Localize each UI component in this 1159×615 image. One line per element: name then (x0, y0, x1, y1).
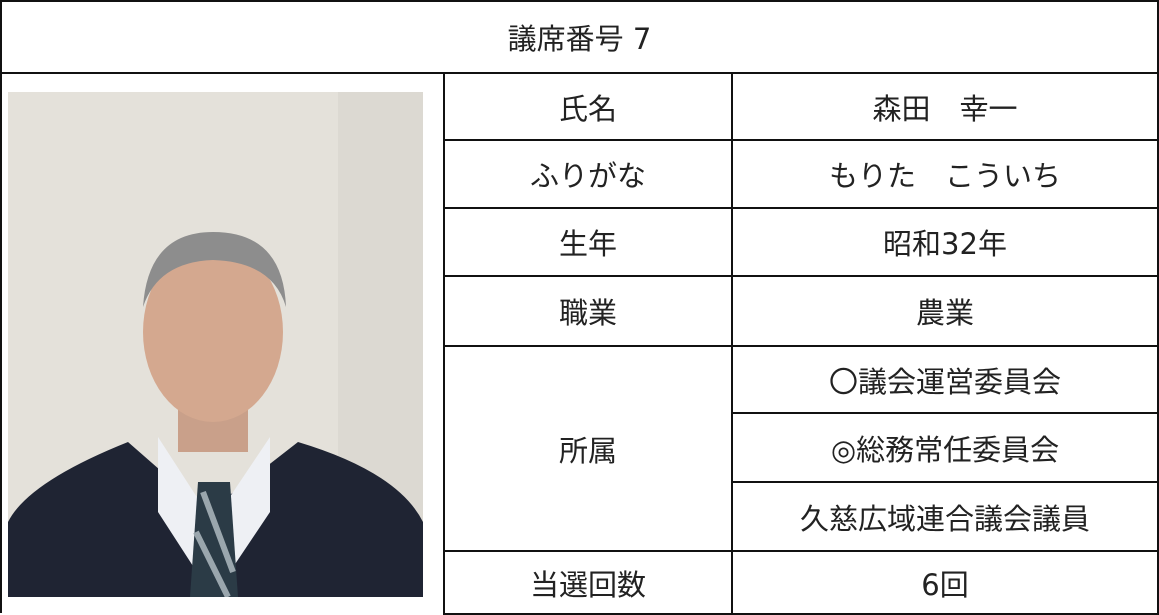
label: 氏名 (558, 91, 617, 126)
label-cell: 職業 (443, 275, 733, 347)
value: 久慈広域連合議会議員 (799, 501, 1090, 536)
title-cell: 議席番号 7 (0, 0, 1159, 74)
value-cell: 久慈広域連合議会議員 (731, 481, 1159, 552)
value: もりた こういち (828, 159, 1061, 193)
label: 職業 (558, 296, 617, 330)
value: ◎総務常任委員会 (830, 432, 1060, 467)
label-cell: 氏名 (443, 72, 733, 141)
value-cell: 昭和32年 (731, 207, 1159, 277)
label-cell: 生年 (443, 207, 733, 277)
label-cell: 当選回数 (443, 550, 733, 615)
value-cell: 6回 (731, 550, 1159, 615)
label: 所属 (558, 433, 617, 468)
title: 議席番号 7 (507, 22, 652, 56)
value-cell: 〇議会運営委員会 (731, 345, 1159, 414)
value: 森田 幸一 (872, 91, 1018, 126)
label-cell: ふりがな (443, 139, 733, 209)
value-cell: もりた こういち (731, 139, 1159, 209)
value-cell: 農業 (731, 275, 1159, 347)
value: 6回 (921, 567, 969, 602)
label: 当選回数 (529, 567, 646, 602)
value: 農業 (915, 296, 974, 330)
portrait-photo (8, 92, 423, 597)
label-cell: 所属 (443, 345, 733, 552)
value-cell: 森田 幸一 (731, 72, 1159, 141)
value: 〇議会運営委員会 (828, 364, 1061, 399)
value: 昭和32年 (883, 227, 1007, 261)
label: 生年 (558, 227, 617, 261)
label: ふりがな (529, 159, 646, 193)
value-cell: ◎総務常任委員会 (731, 412, 1159, 483)
